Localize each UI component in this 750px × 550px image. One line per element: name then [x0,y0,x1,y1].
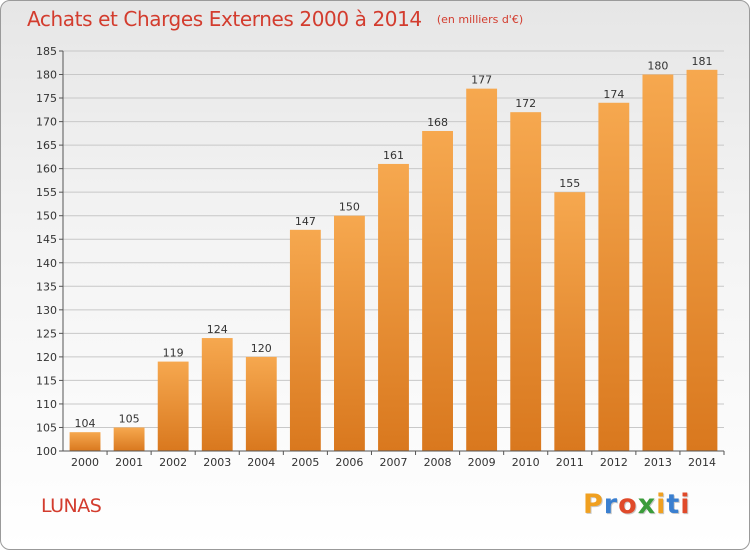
x-tick-label: 2009 [468,456,496,469]
bar-value-label: 119 [163,347,184,360]
bar-value-label: 147 [295,215,316,228]
y-tick-label: 175 [36,92,57,105]
chart-title-block: Achats et Charges Externes 2000 à 2014 (… [27,7,523,31]
x-tick-label: 2012 [600,456,628,469]
bar-2001 [113,427,145,451]
x-tick-label: 2002 [159,456,187,469]
bar-2009 [466,88,498,451]
bar-value-label: 104 [75,417,96,430]
bar-value-label: 155 [559,177,580,190]
bar-value-label: 120 [251,342,272,355]
y-tick-label: 135 [36,280,57,293]
bar-value-label: 177 [471,74,492,87]
y-tick-label: 130 [36,304,57,317]
bar-value-label: 105 [119,412,140,425]
y-tick-label: 170 [36,116,57,129]
bar-2013 [642,74,674,451]
bar-2006 [334,215,365,451]
proxiti-logo: Proxiti [583,489,691,520]
y-tick-label: 125 [36,327,57,340]
y-tick-label: 145 [36,233,57,246]
y-tick-label: 160 [36,163,57,176]
bar-value-label: 180 [647,60,668,73]
y-tick-label: 120 [36,351,57,364]
bar-2005 [289,229,321,451]
x-tick-label: 2005 [291,456,319,469]
logo-letter: P [583,489,604,520]
bar-value-label: 181 [691,55,712,68]
chart-unit: (en milliers d'€) [436,13,524,26]
bar-value-label: 150 [339,201,360,214]
bar-2003 [201,338,233,451]
x-tick-label: 2004 [247,456,275,469]
y-tick-label: 115 [36,374,57,387]
y-tick-label: 185 [36,45,57,58]
x-axis: 2000 2001 2002 2003 2004 2005 2006 2007 2008 2009… [63,450,725,469]
commune-name: LUNAS [41,495,102,517]
bar-2010 [510,112,542,452]
bar-2012 [598,102,630,451]
bar-2008 [422,131,453,451]
bar-2004 [245,356,277,451]
x-tick-label: 2006 [335,456,363,469]
bar-value-label: 172 [515,97,536,110]
y-tick-label: 150 [36,210,57,223]
logo-letter: o [618,489,638,520]
bar-2000 [69,432,101,451]
y-tick-label: 180 [36,69,57,82]
bar-value-label: 124 [207,323,228,336]
logo-letter: x [637,489,657,520]
bar-value-label: 168 [427,116,448,129]
y-tick-label: 100 [36,445,57,458]
bar-value-label: 161 [383,149,404,162]
logo-letter: r [603,489,619,520]
logo-letter: i [656,489,667,520]
x-tick-label: 2007 [380,456,408,469]
x-tick-label: 2000 [71,456,99,469]
x-tick-label: 2003 [203,456,231,469]
x-tick-label: 2008 [424,456,452,469]
y-tick-label: 110 [36,398,57,411]
y-axis: 100 105 110 115 120 125 130 135 140 145 150 155 160 1… [36,45,64,458]
x-tick-label: 2010 [512,456,540,469]
y-tick-label: 155 [36,186,57,199]
logo-letter: i [680,489,691,520]
bar-2002 [157,361,189,451]
x-tick-label: 2013 [644,456,672,469]
y-tick-label: 165 [36,139,57,152]
x-tick-label: 2011 [556,456,584,469]
bar-value-label: 174 [603,88,624,101]
bar-2007 [378,163,409,452]
y-tick-label: 140 [36,257,57,270]
logo-letter: t [666,489,681,520]
bar-2014 [686,69,718,451]
x-tick-label: 2001 [115,456,143,469]
y-tick-label: 105 [36,421,57,434]
chart-title: Achats et Charges Externes 2000 à 2014 [27,7,422,31]
bar-2011 [554,192,586,452]
x-tick-label: 2014 [688,456,716,469]
bars: 104 105 119 124 120 147 150 161 168 177 172 155 174 1… [69,55,718,452]
